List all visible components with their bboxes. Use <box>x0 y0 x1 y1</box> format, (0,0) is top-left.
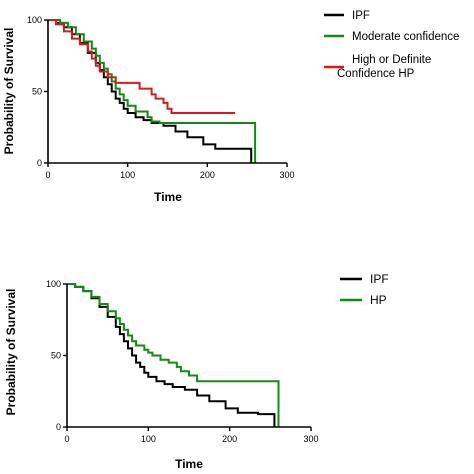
chart-1-legend-label-ipf: IPF <box>352 10 370 22</box>
chart-2-y-tick-label-0: 0 <box>56 422 61 432</box>
chart-2: Probability of Survival Time 0 100 200 3000… <box>4 272 389 471</box>
chart-1-series-high-or-definite-confidence-hp <box>48 19 236 114</box>
chart-1-x-tick-label-200: 200 <box>200 170 215 180</box>
chart-1-series-ipf <box>48 19 253 163</box>
chart-2-plot-area: 0 100 200 300 0 50 100 <box>46 279 319 444</box>
chart-1-legend-label-high-definite: High or Definite <box>352 54 431 66</box>
chart-1-legend-label-moderate: Moderate confidence <box>352 31 459 43</box>
chart-1-x-tick-label-300: 300 <box>279 170 294 180</box>
chart-2-legend-label-hp: HP <box>370 293 387 307</box>
chart-1-ylabel: Probability of Survival <box>2 28 16 155</box>
chart-1-y-tick-label-0: 0 <box>37 158 42 168</box>
chart-2-xlabel: Time <box>175 457 203 471</box>
chart-1-plot-area: 0 100 200 300 0 50 100 <box>27 15 295 180</box>
chart-2-x-tick-label-200: 200 <box>222 434 237 444</box>
chart-2-series-ipf <box>67 283 276 427</box>
chart-2-y-tick-label-50: 50 <box>51 351 61 361</box>
chart-1-y-tick-label-100: 100 <box>27 15 42 25</box>
chart-2-ylabel: Probability of Survival <box>4 289 18 416</box>
chart-1-legend-label-high-definite-line2: Confidence HP <box>337 68 415 80</box>
chart-1: Probability of Survival Time 0 100 200 3000… <box>2 10 459 204</box>
chart-2-y-tick-label-100: 100 <box>46 279 61 289</box>
chart-2-legend-label-ipf: IPF <box>370 272 389 286</box>
chart-1-legend: IPF Moderate confidence High or Definite… <box>324 10 459 80</box>
chart-2-series-hp <box>67 283 280 427</box>
chart-1-xlabel: Time <box>154 190 182 204</box>
chart-1-x-tick-label-0: 0 <box>45 170 50 180</box>
chart-2-x-tick-label-100: 100 <box>141 434 156 444</box>
chart-2-x-tick-label-0: 0 <box>64 434 69 444</box>
chart-2-legend: IPF HP <box>340 272 389 307</box>
chart-1-x-tick-label-100: 100 <box>120 170 135 180</box>
chart-1-y-tick-label-50: 50 <box>32 87 42 97</box>
chart-2-x-tick-label-300: 300 <box>303 434 318 444</box>
